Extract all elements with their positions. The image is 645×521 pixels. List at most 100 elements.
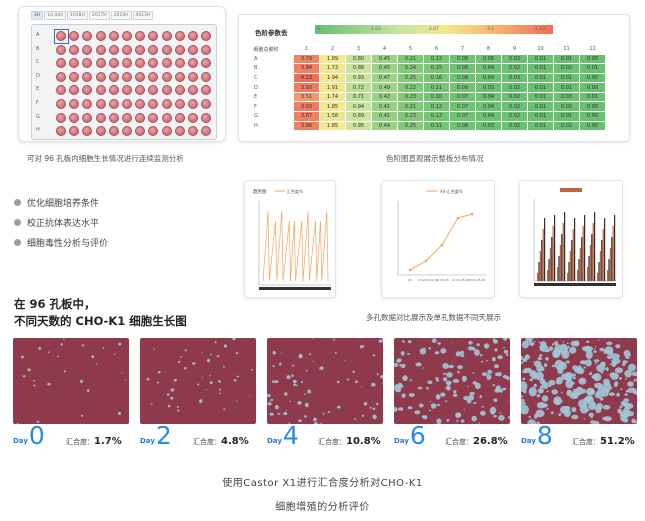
- heatmap-cell[interactable]: 0.02: [553, 101, 580, 113]
- plate-well[interactable]: [69, 71, 80, 82]
- plate-tab[interactable]: 3H: [31, 11, 44, 20]
- plate-well[interactable]: [108, 112, 119, 123]
- plate-well[interactable]: [69, 44, 80, 55]
- plate-well[interactable]: [174, 31, 185, 41]
- plate-well[interactable]: [161, 85, 172, 96]
- plate-well[interactable]: [161, 112, 172, 123]
- plate-well[interactable]: [69, 112, 80, 123]
- plate-well[interactable]: [188, 58, 198, 69]
- heatmap-cell[interactable]: 0.03: [501, 72, 528, 84]
- plate-well[interactable]: [82, 85, 93, 96]
- plate-well[interactable]: [174, 126, 185, 137]
- plate-well[interactable]: [82, 112, 93, 123]
- heatmap-cell[interactable]: 0.00: [579, 82, 606, 93]
- heatmap-cell[interactable]: 0.71: [345, 91, 372, 103]
- heatmap-cell[interactable]: 0.02: [501, 91, 528, 103]
- heatmap-cell[interactable]: 0.02: [501, 63, 528, 74]
- plate-well[interactable]: [148, 85, 159, 96]
- heatmap-cell[interactable]: 0.21: [397, 101, 424, 113]
- heatmap-cell[interactable]: 0.08: [449, 72, 476, 84]
- heatmap-cell[interactable]: 0.88: [345, 63, 372, 74]
- plate-well[interactable]: [122, 85, 132, 96]
- plate-well[interactable]: [122, 71, 132, 82]
- plate-well[interactable]: [161, 31, 172, 41]
- heatmap-cell[interactable]: 0.23: [397, 91, 424, 103]
- plate-well[interactable]: [135, 85, 146, 96]
- heatmap-cell[interactable]: 0.04: [475, 111, 502, 122]
- plate-well[interactable]: [135, 112, 146, 123]
- plate-well[interactable]: [108, 85, 119, 96]
- heatmap-cell[interactable]: 3.84: [293, 63, 320, 74]
- plate-well[interactable]: [69, 99, 80, 109]
- plate-well[interactable]: [161, 99, 172, 109]
- heatmap-cell[interactable]: 3.86: [293, 120, 320, 132]
- heatmap-cell[interactable]: 0.01: [553, 72, 580, 84]
- heatmap-cell[interactable]: 0.12: [423, 101, 450, 113]
- heatmap-cell[interactable]: 0.08: [449, 120, 476, 132]
- heatmap-cell[interactable]: 0.13: [423, 53, 450, 65]
- plate-well[interactable]: [201, 71, 212, 82]
- plate-well[interactable]: [174, 112, 185, 123]
- heatmap-cell[interactable]: 0.03: [553, 91, 580, 103]
- heatmap-cell[interactable]: 4.13: [293, 72, 320, 84]
- heatmap-cell[interactable]: 0.45: [371, 53, 398, 65]
- heatmap-cell[interactable]: 0.72: [345, 82, 372, 93]
- plate-well[interactable]: [188, 85, 198, 96]
- plate-tab[interactable]: 4013H: [132, 11, 154, 20]
- plate-well[interactable]: [69, 31, 80, 41]
- heatmap-cell[interactable]: 0.01: [553, 111, 580, 122]
- heatmap-cell[interactable]: 0.00: [579, 53, 606, 65]
- plate-well[interactable]: [108, 44, 119, 55]
- plate-well[interactable]: [108, 31, 119, 41]
- plate-well[interactable]: [148, 112, 159, 123]
- heatmap-cell[interactable]: 0.05: [475, 53, 502, 65]
- plate-well[interactable]: [135, 99, 146, 109]
- heatmap-cell[interactable]: 0.01: [527, 91, 554, 103]
- plate-well[interactable]: [201, 112, 212, 123]
- plate-well[interactable]: [174, 71, 185, 82]
- plate-well[interactable]: [174, 99, 185, 109]
- plate-well[interactable]: [201, 126, 212, 137]
- plate-well[interactable]: [201, 44, 212, 55]
- heatmap-cell[interactable]: 3.87: [293, 111, 320, 122]
- plate-well[interactable]: [82, 31, 93, 41]
- heatmap-cell[interactable]: 0.03: [475, 120, 502, 132]
- heatmap-cell[interactable]: 0.02: [501, 82, 528, 93]
- heatmap-cell[interactable]: 0.02: [553, 63, 580, 74]
- plate-well[interactable]: [161, 71, 172, 82]
- heatmap-cell[interactable]: 1.94: [319, 72, 346, 84]
- plate-well[interactable]: [135, 31, 146, 41]
- heatmap-cell[interactable]: 0.12: [423, 111, 450, 122]
- heatmap-cell[interactable]: 0.01: [527, 72, 554, 84]
- plate-well[interactable]: [122, 99, 132, 109]
- plate-well[interactable]: [108, 71, 119, 82]
- heatmap-cell[interactable]: 0.00: [579, 72, 606, 84]
- heatmap-cell[interactable]: 0.00: [579, 111, 606, 122]
- heatmap-cell[interactable]: 0.01: [527, 53, 554, 65]
- heatmap-cell[interactable]: 0.49: [371, 82, 398, 93]
- plate-well[interactable]: [56, 31, 66, 41]
- heatmap-cell[interactable]: 0.04: [475, 63, 502, 74]
- heatmap-cell[interactable]: 0.45: [371, 63, 398, 74]
- plate-well[interactable]: [148, 58, 159, 69]
- plate-well[interactable]: [188, 44, 198, 55]
- heatmap-cell[interactable]: 0.11: [423, 120, 450, 132]
- heatmap-cell[interactable]: 0.01: [527, 111, 554, 122]
- heatmap-cell[interactable]: 0.21: [397, 53, 424, 65]
- heatmap-cell[interactable]: 0.22: [397, 82, 424, 93]
- heatmap-cell[interactable]: 3.79: [293, 53, 320, 65]
- plate-well[interactable]: [56, 58, 66, 69]
- heatmap-cell[interactable]: 0.01: [579, 63, 606, 74]
- heatmap-cell[interactable]: 0.42: [371, 91, 398, 103]
- heatmap-cell[interactable]: 0.09: [449, 82, 476, 93]
- plate-well[interactable]: [82, 44, 93, 55]
- heatmap-cell[interactable]: 1.85: [319, 120, 346, 132]
- heatmap-cell[interactable]: 0.89: [345, 111, 372, 122]
- plate-well[interactable]: [135, 126, 146, 137]
- heatmap-cell[interactable]: 0.93: [345, 72, 372, 84]
- plate-well[interactable]: [95, 112, 106, 123]
- plate-well[interactable]: [108, 99, 119, 109]
- heatmap-cell[interactable]: 0.01: [553, 82, 580, 93]
- heatmap-cell[interactable]: 0.01: [579, 91, 606, 103]
- plate-well[interactable]: [161, 58, 172, 69]
